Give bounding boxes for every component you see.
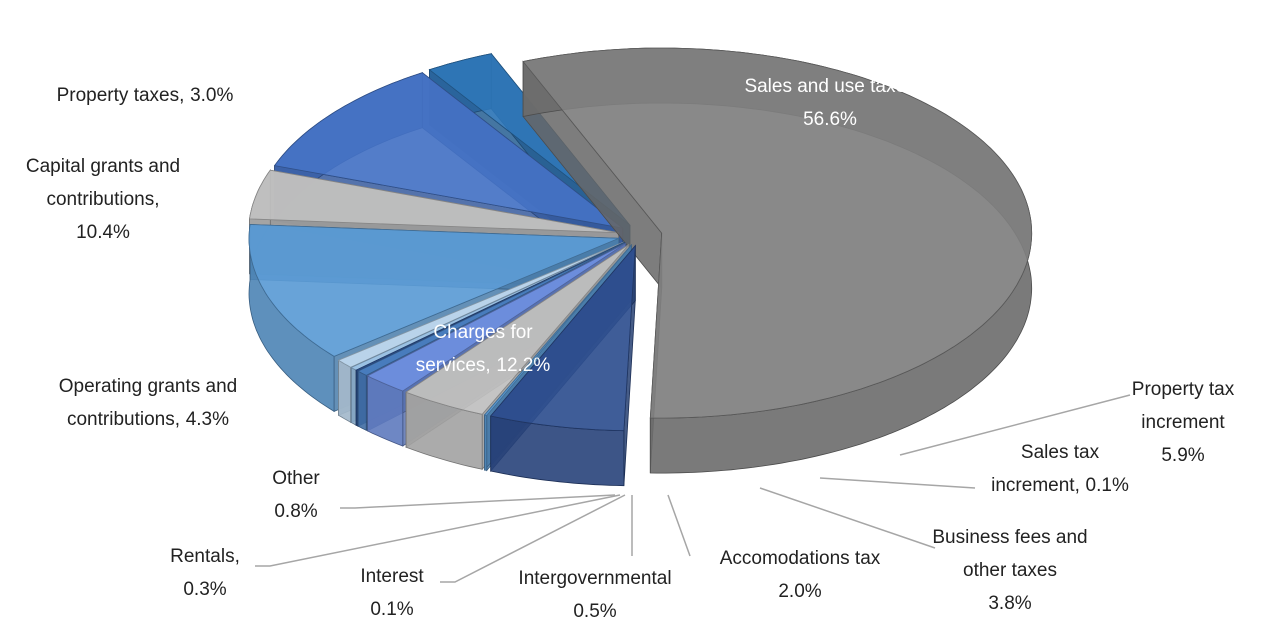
- slice-outer-side: [338, 359, 352, 423]
- leader-line: [440, 494, 626, 583]
- data-label: Business fees and other taxes 3.8%: [925, 521, 1095, 620]
- leader-line: [340, 494, 616, 509]
- value-label: 2.0%: [778, 581, 822, 602]
- slice-outer-side: [350, 366, 357, 426]
- data-label: Sales and use taxes 56.6%: [710, 70, 950, 136]
- slice-outer-side: [355, 369, 359, 427]
- data-label: Property taxes, 3.0%: [15, 79, 275, 112]
- category-name: Other: [272, 468, 320, 489]
- value-label: 0.8%: [274, 501, 318, 522]
- value-label: 10.4%: [76, 222, 130, 243]
- leader-line: [255, 494, 621, 567]
- category-name: Interest: [360, 566, 424, 587]
- value-label: 3.8%: [988, 593, 1032, 614]
- category-name: Business fees and other taxes: [932, 527, 1088, 581]
- value-label: 3.0%: [190, 85, 234, 106]
- value-label: 0.1%: [1085, 475, 1129, 496]
- slice: [522, 47, 1033, 474]
- data-label: Operating grants and contributions, 4.3%: [10, 370, 286, 436]
- category-name: Rentals,: [170, 546, 240, 567]
- slice-top: [249, 169, 619, 234]
- slice-top: [489, 244, 636, 432]
- category-name: Intergovernmental: [518, 568, 672, 589]
- slice-top: [357, 242, 625, 376]
- slices: [248, 47, 1033, 487]
- slice-top: [273, 72, 624, 229]
- value-label: 4.3%: [185, 409, 229, 430]
- leader-line: [759, 487, 936, 549]
- category-name: Sales tax increment,: [991, 442, 1100, 496]
- category-name: Property tax increment: [1131, 379, 1235, 433]
- data-label: Intergovernmental 0.5%: [495, 562, 695, 621]
- leader-line: [667, 494, 691, 557]
- value-label: 0.5%: [573, 601, 617, 621]
- slice-top: [405, 244, 630, 415]
- data-label: Sales tax increment, 0.1%: [975, 436, 1145, 502]
- data-label: Other 0.8%: [251, 462, 341, 528]
- category-name: Capital grants and contributions,: [25, 156, 181, 210]
- value-label: 12.2%: [496, 355, 551, 376]
- data-label: Accomodations tax 2.0%: [700, 542, 900, 608]
- slice-top: [522, 47, 1033, 419]
- category-name: Operating grants and contributions,: [58, 376, 238, 430]
- slice-top: [483, 244, 632, 416]
- category-name: Accomodations tax: [719, 548, 881, 569]
- data-label: Charges for services, 12.2%: [398, 316, 568, 382]
- value-label: 0.1%: [370, 599, 414, 620]
- data-label: Capital grants and contributions, 10.4%: [0, 150, 206, 249]
- category-name: Sales and use taxes: [744, 76, 916, 97]
- slice-outer-side: [484, 414, 488, 471]
- leader-line: [819, 477, 976, 489]
- value-label: 0.3%: [183, 579, 227, 600]
- leader-line: [899, 394, 1131, 456]
- slice-outer-side: [357, 370, 367, 431]
- slice: [489, 244, 636, 487]
- category-name: Charges for services,: [415, 322, 533, 376]
- data-label: Interest 0.1%: [342, 560, 442, 621]
- data-label: Property tax increment 5.9%: [1113, 373, 1253, 472]
- slice-top: [248, 224, 620, 357]
- category-name: Property taxes,: [56, 85, 185, 106]
- data-label: Rentals, 0.3%: [155, 540, 255, 606]
- value-label: 5.9%: [1161, 445, 1205, 466]
- slice-top: [366, 242, 626, 392]
- value-label: 56.6%: [803, 109, 857, 130]
